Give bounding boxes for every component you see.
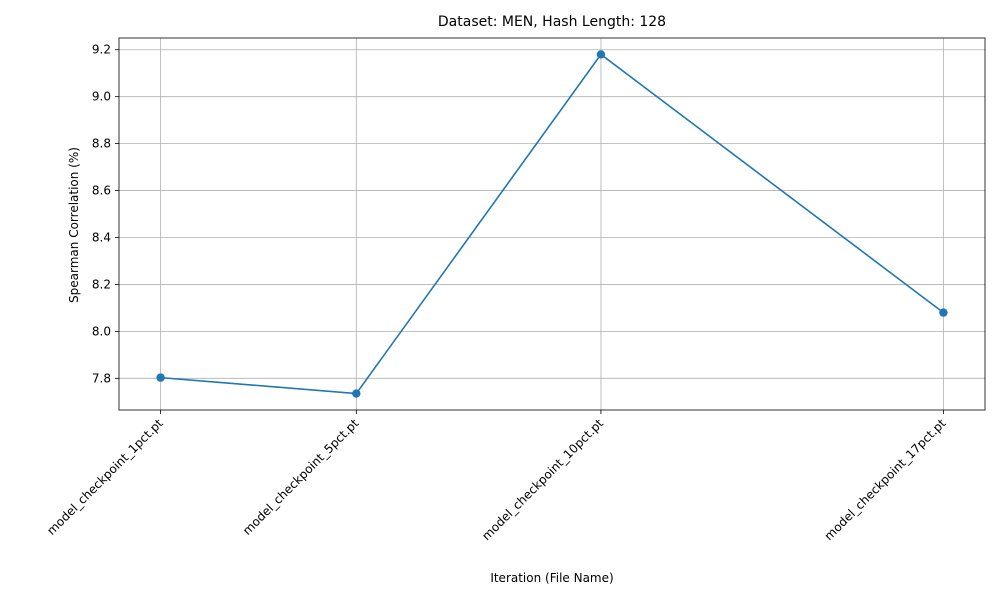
- data-point: [352, 389, 361, 398]
- y-tick-label: 9.0: [92, 90, 111, 104]
- y-tick-label: 7.8: [92, 371, 111, 385]
- y-tick-label: 9.2: [92, 43, 111, 57]
- y-tick-label: 8.8: [92, 137, 111, 151]
- x-tick-label: model_checkpoint_17pct.pt: [822, 416, 949, 543]
- data-point: [156, 373, 165, 382]
- x-tick-label: model_checkpoint_5pct.pt: [240, 416, 362, 538]
- grid-layer: [119, 38, 985, 410]
- series-line: [160, 53, 944, 395]
- chart-title: Dataset: MEN, Hash Length: 128: [438, 14, 666, 30]
- axes-layer: 7.8 8.0 8.2 8.4 8.6 8.8 9.0 9.2 model_checkpoint…: [44, 37, 986, 543]
- data-point: [596, 50, 606, 59]
- x-tick-label: model_checkpoint_1pct.pt: [44, 416, 166, 538]
- data-point: [939, 308, 948, 317]
- x-tick-label: model_checkpoint_10pct.pt: [479, 416, 606, 543]
- series-layer: [156, 50, 948, 398]
- y-tick-label: 8.4: [92, 230, 111, 244]
- y-tick-label: 8.0: [92, 324, 111, 338]
- y-tick-label: 8.6: [92, 184, 111, 198]
- plot-frame: [118, 37, 986, 411]
- x-axis-label: Iteration (File Name): [490, 571, 613, 585]
- y-tick-label: 8.2: [92, 277, 111, 291]
- y-axis-label: Spearman Correlation (%): [67, 147, 81, 303]
